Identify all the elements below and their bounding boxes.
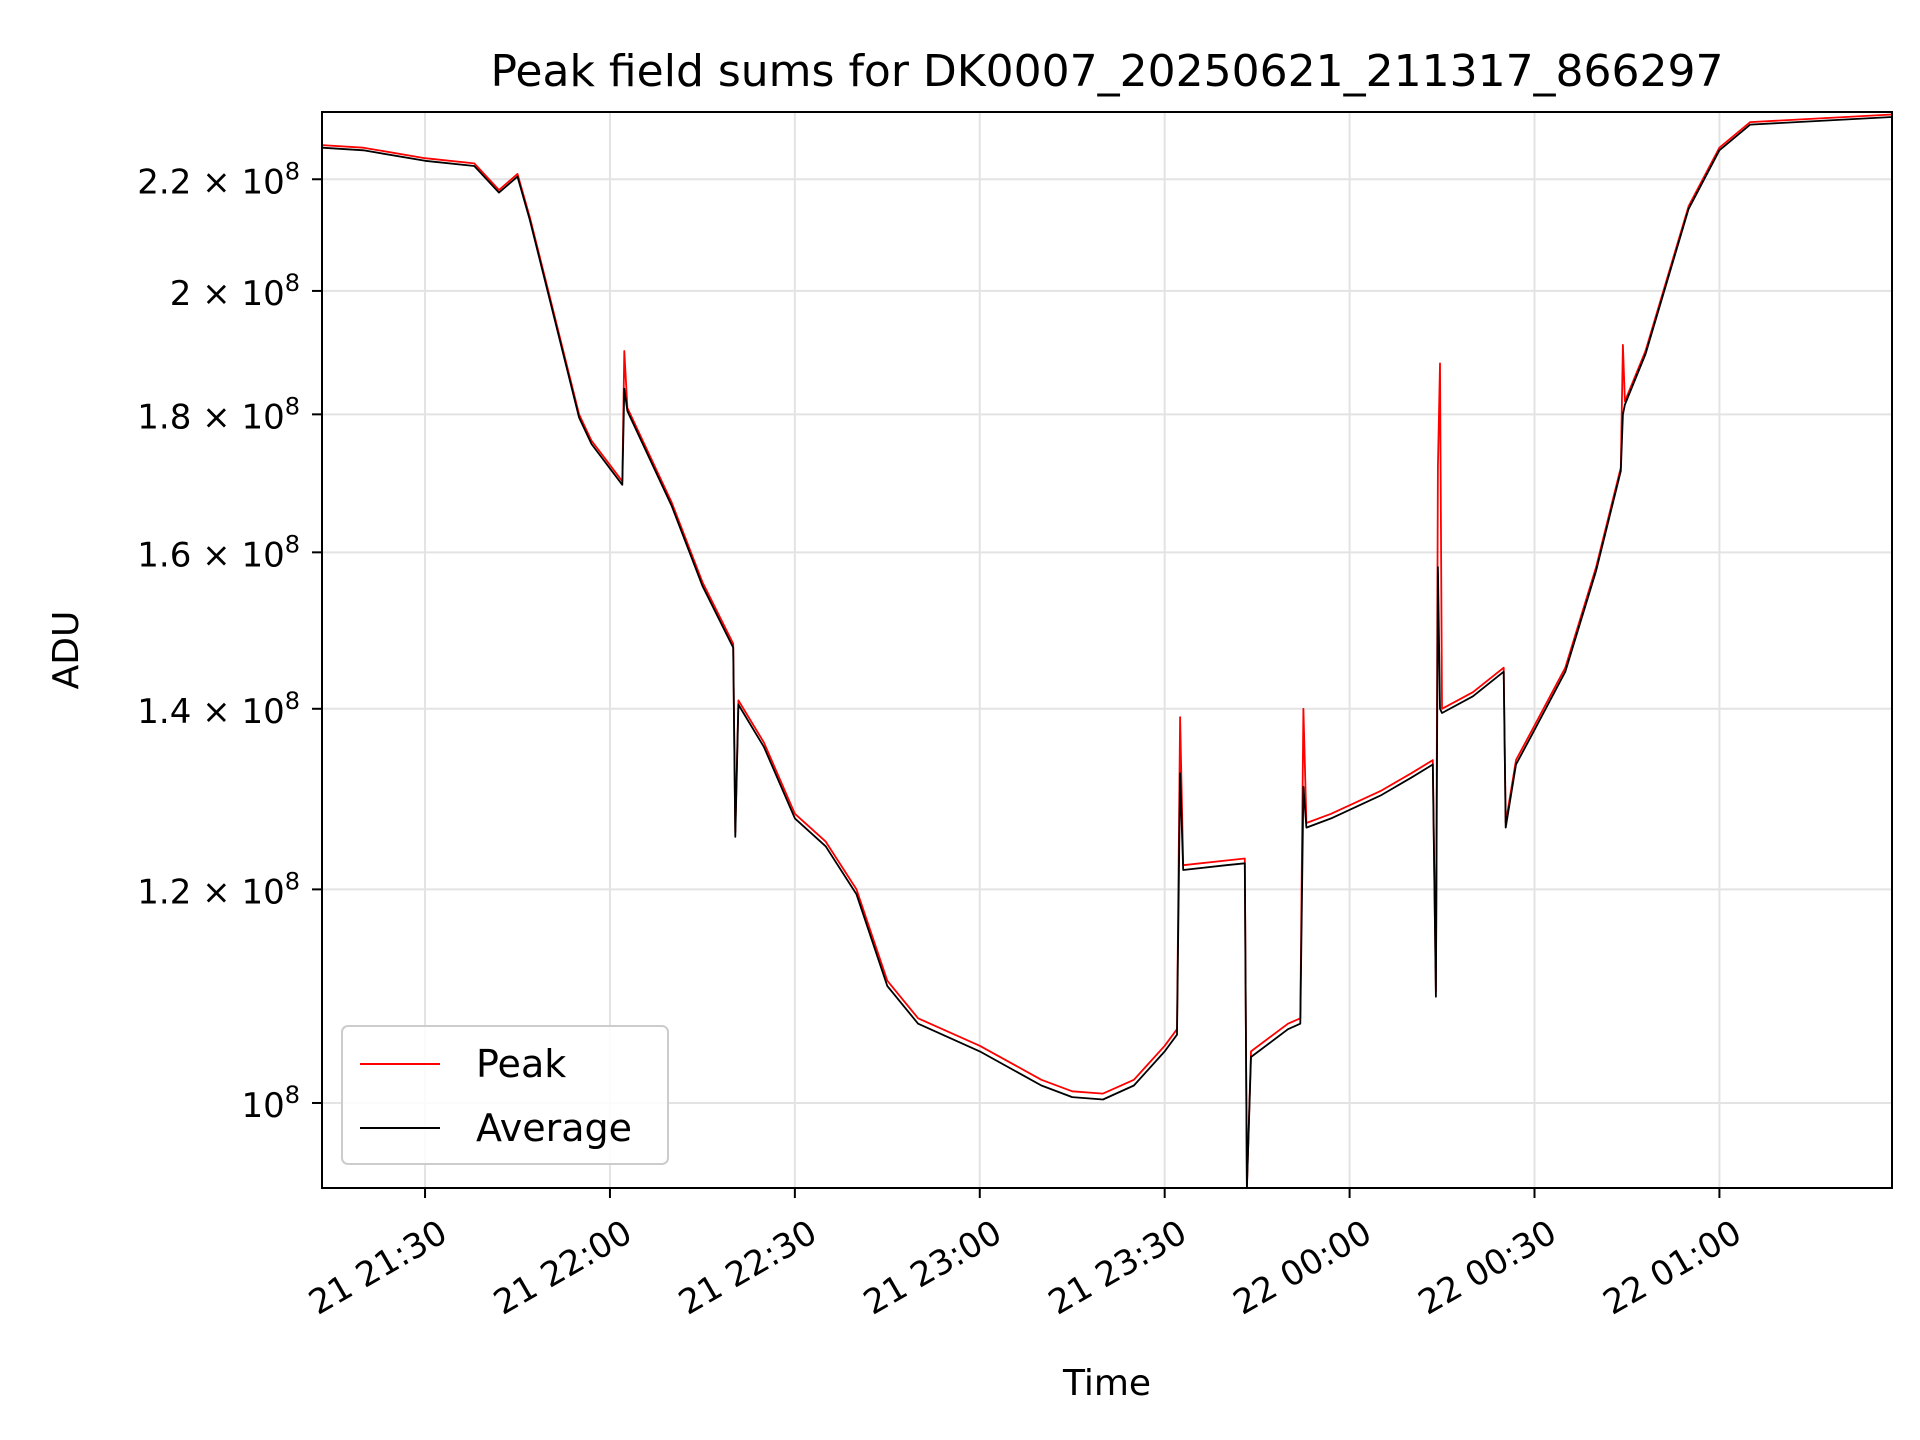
series-group xyxy=(322,113,1892,1188)
y-tick-mantissa: 2 × xyxy=(170,274,242,314)
legend: Peak Average xyxy=(341,1025,669,1165)
y-tick-power: 10 xyxy=(241,162,284,202)
legend-box xyxy=(341,1025,669,1165)
y-tick-label: 1.2 × 108 xyxy=(137,867,300,912)
y-tick-mantissa: 1.2 × xyxy=(137,872,241,912)
y-tick-exponent: 8 xyxy=(285,392,300,420)
legend-label: Average xyxy=(476,1106,632,1150)
plot-frame xyxy=(321,111,1893,1189)
y-tick-label: 1.8 × 108 xyxy=(137,392,300,437)
y-tick-exponent: 8 xyxy=(285,1081,300,1109)
y-tick-power: 10 xyxy=(241,1086,284,1126)
y-tick-label: 1.4 × 108 xyxy=(137,687,300,732)
y-tick-exponent: 8 xyxy=(285,687,300,715)
y-tick-exponent: 8 xyxy=(285,269,300,297)
y-tick-power: 10 xyxy=(241,274,284,314)
series-line-average xyxy=(322,116,1892,1188)
x-axis-title: Time xyxy=(1062,1363,1151,1404)
y-tick-mantissa: 1.8 × xyxy=(137,397,241,437)
legend-label: Peak xyxy=(476,1042,566,1086)
grid xyxy=(322,112,1892,1188)
y-tick-exponent: 8 xyxy=(285,530,300,558)
y-tick-label: 2 × 108 xyxy=(170,269,300,314)
y-tick-mantissa: 2.2 × xyxy=(137,162,241,202)
y-tick-power: 10 xyxy=(241,872,284,912)
y-tick-mantissa: 1.4 × xyxy=(137,692,241,732)
y-tick-label: 1.6 × 108 xyxy=(137,530,300,575)
y-tick-mantissa: 1.6 × xyxy=(137,535,241,575)
y-tick-power: 10 xyxy=(241,535,284,575)
y-tick-power: 10 xyxy=(241,692,284,732)
y-axis-title: ADU xyxy=(46,611,87,690)
chart-title: Peak field sums for DK0007_20250621_2113… xyxy=(490,46,1723,97)
y-tick-exponent: 8 xyxy=(285,867,300,895)
y-tick-label: 2.2 × 108 xyxy=(137,157,300,202)
y-tick-exponent: 8 xyxy=(285,157,300,185)
y-tick-power: 10 xyxy=(241,397,284,437)
y-tick-label: 108 xyxy=(241,1081,300,1126)
